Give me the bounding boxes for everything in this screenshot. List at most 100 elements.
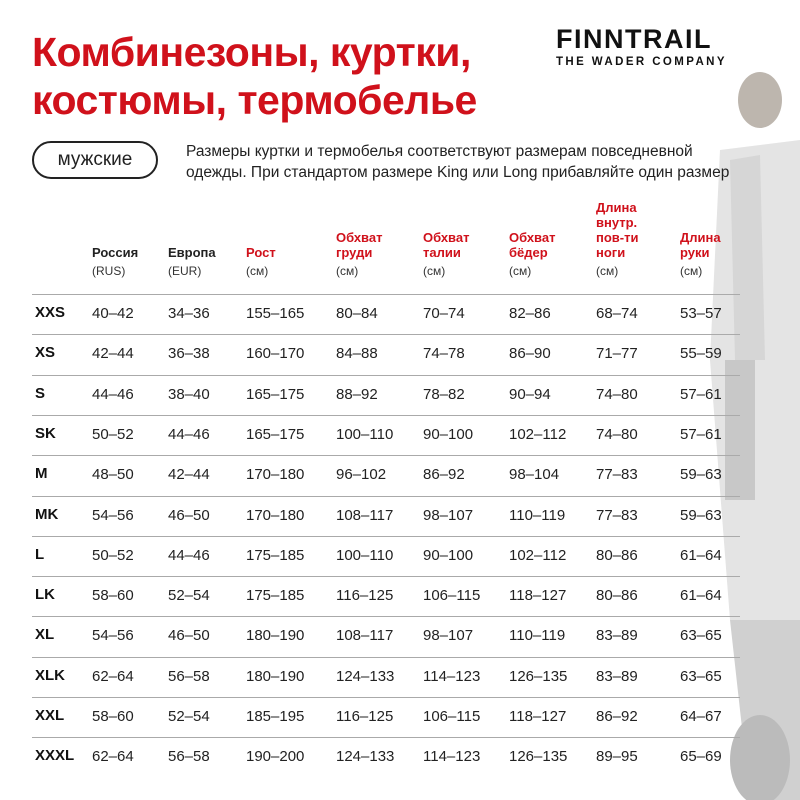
- table-cell: 62–64: [92, 748, 134, 766]
- column-header: Обхват талии (см): [423, 230, 469, 279]
- table-cell: 65–69: [680, 748, 722, 766]
- table-cell: 77–83: [596, 466, 638, 484]
- table-cell: 100–110: [336, 546, 394, 564]
- size-label: S: [35, 384, 46, 402]
- table-cell: 80–86: [596, 587, 638, 605]
- row-divider: [32, 737, 740, 739]
- size-label: MK: [35, 505, 59, 523]
- table-cell: 61–64: [680, 546, 722, 564]
- table-cell: 38–40: [168, 385, 210, 403]
- table-cell: 40–42: [92, 305, 134, 322]
- column-title: внутр.: [596, 215, 638, 230]
- column-title: ноги: [596, 245, 626, 260]
- size-label: L: [35, 545, 45, 563]
- column-title: Обхват: [423, 230, 470, 245]
- row-divider: [32, 414, 740, 416]
- logo-tagline: THE WADER COMPANY: [556, 56, 727, 68]
- table-cell: 88–92: [336, 385, 378, 403]
- table-cell: 100–110: [336, 425, 394, 443]
- column-title: Длина: [680, 230, 721, 245]
- page-title: Комбинезоны, куртки, костюмы, термобелье: [32, 28, 477, 124]
- title-line-1: Комбинезоны, куртки,: [32, 29, 471, 75]
- table-cell: 110–119: [509, 627, 566, 645]
- table-cell: 42–44: [168, 466, 210, 484]
- table-cell: 50–52: [92, 546, 134, 564]
- table-cell: 68–74: [596, 305, 638, 322]
- table-cell: 46–50: [168, 506, 210, 524]
- size-label: XXXL: [35, 747, 75, 765]
- row-divider: [32, 697, 740, 698]
- table-cell: 44–46: [92, 385, 134, 403]
- row-divider: [32, 576, 740, 578]
- size-label: XXL: [35, 707, 65, 724]
- column-title: Россия: [92, 245, 139, 260]
- table-cell: 102–112: [509, 425, 567, 443]
- table-cell: 62–64: [92, 667, 134, 685]
- row-divider: [32, 495, 740, 497]
- table-cell: 180–190: [246, 627, 305, 645]
- table-cell: 74–80: [596, 385, 638, 403]
- table-cell: 52–54: [168, 708, 210, 725]
- table-cell: 74–80: [596, 425, 638, 443]
- table-cell: 84–88: [336, 345, 378, 363]
- size-label: LK: [35, 586, 55, 604]
- column-title: груди: [336, 245, 373, 260]
- row-divider: [32, 374, 740, 376]
- table-cell: 86–90: [509, 345, 551, 363]
- table-cell: 116–125: [336, 587, 394, 605]
- table-cell: 90–94: [509, 385, 551, 403]
- table-cell: 98–107: [423, 627, 474, 645]
- table-cell: 61–64: [680, 587, 722, 605]
- table-cell: 59–63: [680, 466, 722, 484]
- row-divider: [32, 616, 740, 618]
- row-divider: [32, 334, 740, 336]
- column-header: Россия (RUS): [92, 245, 138, 279]
- table-cell: 48–50: [92, 466, 134, 484]
- table-cell: 98–107: [423, 506, 474, 524]
- model-photo: [710, 72, 800, 800]
- table-cell: 96–102: [336, 466, 387, 484]
- size-label: XS: [35, 344, 56, 362]
- table-cell: 53–57: [680, 305, 722, 322]
- table-cell: 77–83: [596, 506, 638, 524]
- table-cell: 70–74: [423, 305, 465, 322]
- table-cell: 83–89: [596, 667, 638, 685]
- column-header: Длина внутр. пов-ти ноги (см): [596, 200, 638, 279]
- table-cell: 180–190: [246, 667, 305, 685]
- table-cell: 80–84: [336, 305, 378, 322]
- table-cell: 124–133: [336, 748, 395, 766]
- table-cell: 185–195: [246, 708, 305, 725]
- column-title: Обхват: [509, 230, 556, 245]
- column-unit: (см): [423, 264, 446, 278]
- column-unit: (см): [509, 264, 532, 278]
- finntrail-logo: FINNTRAIL THE WADER COMPANY: [556, 24, 727, 68]
- table-cell: 36–38: [168, 345, 210, 363]
- table-cell: 34–36: [168, 305, 210, 322]
- table-cell: 78–82: [423, 385, 465, 403]
- table-cell: 56–58: [168, 667, 210, 685]
- table-cell: 64–67: [680, 708, 722, 725]
- column-unit: (см): [336, 264, 359, 278]
- table-cell: 118–127: [509, 708, 567, 725]
- table-cell: 170–180: [246, 466, 305, 484]
- table-cell: 106–115: [423, 587, 481, 605]
- table-cell: 74–78: [423, 345, 465, 363]
- column-title: пов-ти: [596, 230, 639, 245]
- column-header: Обхват бёдер (см): [509, 230, 555, 279]
- table-cell: 52–54: [168, 587, 210, 605]
- table-cell: 83–89: [596, 627, 638, 645]
- column-unit: (см): [246, 264, 269, 278]
- table-cell: 50–52: [92, 425, 134, 443]
- column-title: Обхват: [336, 230, 383, 245]
- table-cell: 108–117: [336, 627, 394, 645]
- table-cell: 44–46: [168, 546, 210, 564]
- table-cell: 80–86: [596, 546, 638, 564]
- table-cell: 155–165: [246, 305, 305, 322]
- category-pill: мужские: [32, 141, 158, 179]
- table-cell: 126–135: [509, 748, 568, 766]
- table-cell: 57–61: [680, 385, 722, 403]
- table-cell: 118–127: [509, 587, 567, 605]
- size-label: XXS: [35, 304, 66, 321]
- table-cell: 106–115: [423, 708, 481, 725]
- column-title: бёдер: [509, 245, 548, 260]
